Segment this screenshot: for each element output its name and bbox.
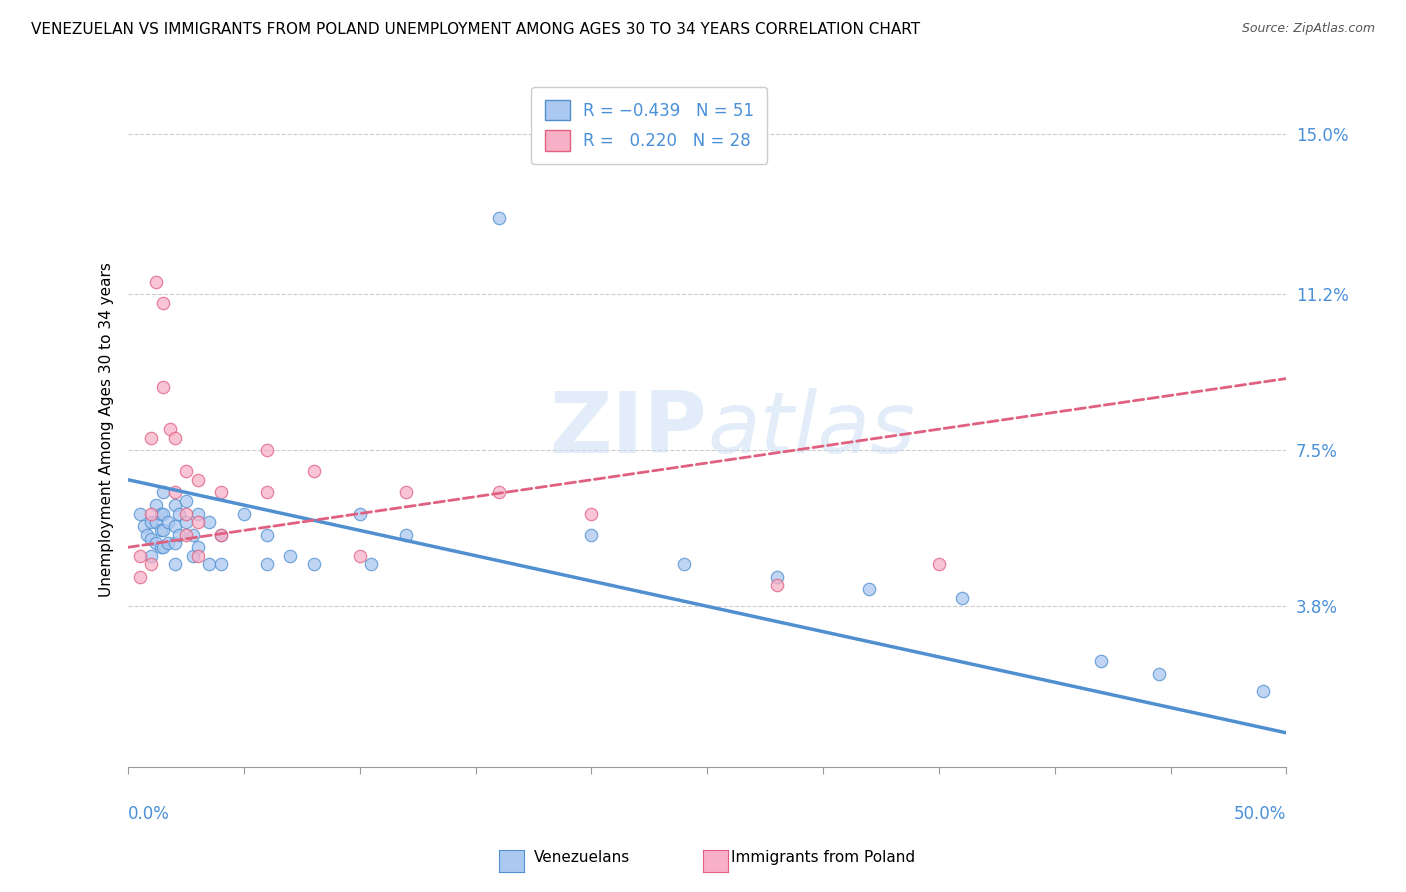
Point [152, 485, 174, 500]
Point [163, 536, 186, 550]
Point [174, 527, 197, 541]
Point [128, 570, 150, 584]
Point [152, 295, 174, 310]
Point [209, 485, 232, 500]
Legend: R = −0.439   N = 51, R =   0.220   N = 28: R = −0.439 N = 51, R = 0.220 N = 28 [531, 87, 768, 164]
Point [256, 557, 278, 571]
Text: VENEZUELAN VS IMMIGRANTS FROM POLAND UNEMPLOYMENT AMONG AGES 30 TO 34 YEARS CORR: VENEZUELAN VS IMMIGRANTS FROM POLAND UNE… [31, 22, 920, 37]
Point [302, 464, 325, 478]
Point [209, 527, 232, 541]
Point [145, 515, 167, 529]
Point [152, 380, 174, 394]
Point [765, 578, 787, 592]
Y-axis label: Unemployment Among Ages 30 to 34 years: Unemployment Among Ages 30 to 34 years [100, 261, 114, 597]
Point [167, 507, 190, 521]
Point [141, 532, 163, 546]
Text: 50.0%: 50.0% [1234, 805, 1286, 823]
Point [149, 524, 172, 538]
Point [187, 473, 209, 487]
Point [135, 527, 157, 541]
Point [187, 515, 209, 529]
Point [145, 275, 167, 289]
Point [174, 515, 197, 529]
Point [163, 519, 186, 533]
Point [174, 507, 197, 521]
Point [950, 591, 973, 605]
Point [187, 541, 209, 555]
Point [1090, 654, 1112, 668]
Point [256, 443, 278, 458]
Text: Venezuelans: Venezuelans [534, 850, 630, 865]
Point [163, 557, 186, 571]
Text: Immigrants from Poland: Immigrants from Poland [731, 850, 915, 865]
Point [181, 527, 204, 541]
Point [145, 536, 167, 550]
Point [163, 431, 186, 445]
Point [395, 527, 418, 541]
Point [163, 498, 186, 512]
Point [209, 557, 232, 571]
Point [145, 498, 167, 512]
Point [488, 211, 510, 226]
Point [488, 485, 510, 500]
Point [395, 485, 418, 500]
Point [765, 570, 787, 584]
Point [360, 557, 382, 571]
Point [673, 557, 696, 571]
Point [349, 507, 371, 521]
Point [233, 507, 256, 521]
Point [152, 507, 174, 521]
Point [302, 557, 325, 571]
Point [141, 507, 163, 521]
Point [141, 557, 163, 571]
Point [128, 549, 150, 563]
Text: atlas: atlas [707, 388, 915, 471]
Text: Source: ZipAtlas.com: Source: ZipAtlas.com [1241, 22, 1375, 36]
Point [174, 464, 197, 478]
Point [141, 431, 163, 445]
Point [152, 541, 174, 555]
Point [149, 507, 172, 521]
Point [156, 515, 179, 529]
Point [128, 507, 150, 521]
Point [141, 515, 163, 529]
Point [149, 541, 172, 555]
Point [159, 422, 181, 436]
Point [1147, 666, 1170, 681]
Point [858, 582, 880, 597]
Point [928, 557, 950, 571]
Text: ZIP: ZIP [550, 388, 707, 471]
Point [163, 485, 186, 500]
Point [152, 524, 174, 538]
Point [349, 549, 371, 563]
Point [256, 485, 278, 500]
Point [198, 515, 221, 529]
Point [581, 527, 603, 541]
Point [134, 519, 156, 533]
Point [256, 527, 278, 541]
Point [187, 507, 209, 521]
Point [174, 494, 197, 508]
Point [141, 549, 163, 563]
Point [198, 557, 221, 571]
Point [156, 536, 179, 550]
Point [581, 507, 603, 521]
Point [280, 549, 302, 563]
Point [181, 549, 204, 563]
Point [209, 527, 232, 541]
Point [1251, 683, 1274, 698]
Point [187, 549, 209, 563]
Point [167, 527, 190, 541]
Text: 0.0%: 0.0% [128, 805, 170, 823]
